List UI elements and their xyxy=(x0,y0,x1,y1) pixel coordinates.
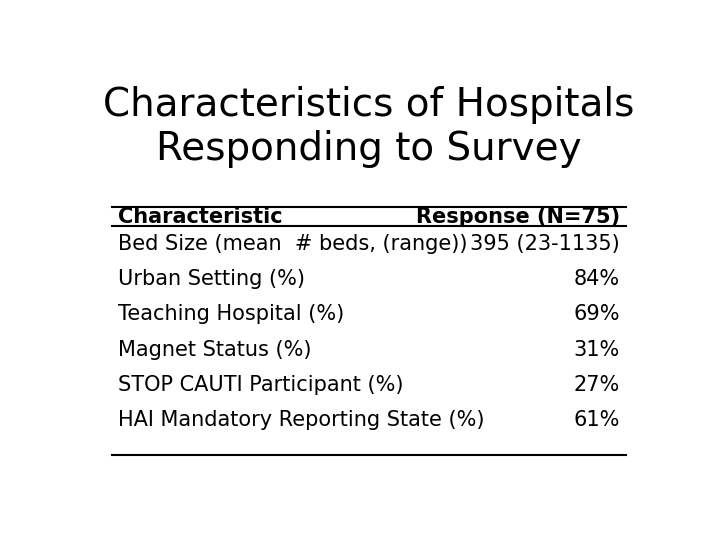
Text: STOP CAUTI Participant (%): STOP CAUTI Participant (%) xyxy=(118,375,403,395)
Text: Urban Setting (%): Urban Setting (%) xyxy=(118,269,305,289)
Text: Response (N=75): Response (N=75) xyxy=(416,207,620,227)
Text: Teaching Hospital (%): Teaching Hospital (%) xyxy=(118,304,344,325)
Text: Characteristic: Characteristic xyxy=(118,207,282,227)
Text: Bed Size (mean  # beds, (range)): Bed Size (mean # beds, (range)) xyxy=(118,234,467,254)
Text: HAI Mandatory Reporting State (%): HAI Mandatory Reporting State (%) xyxy=(118,410,485,430)
Text: 31%: 31% xyxy=(574,340,620,360)
Text: Characteristics of Hospitals
Responding to Survey: Characteristics of Hospitals Responding … xyxy=(103,86,635,168)
Text: Magnet Status (%): Magnet Status (%) xyxy=(118,340,311,360)
Text: 61%: 61% xyxy=(574,410,620,430)
Text: 69%: 69% xyxy=(574,304,620,325)
Text: 84%: 84% xyxy=(574,269,620,289)
Text: 27%: 27% xyxy=(574,375,620,395)
Text: 395 (23-1135): 395 (23-1135) xyxy=(470,234,620,254)
